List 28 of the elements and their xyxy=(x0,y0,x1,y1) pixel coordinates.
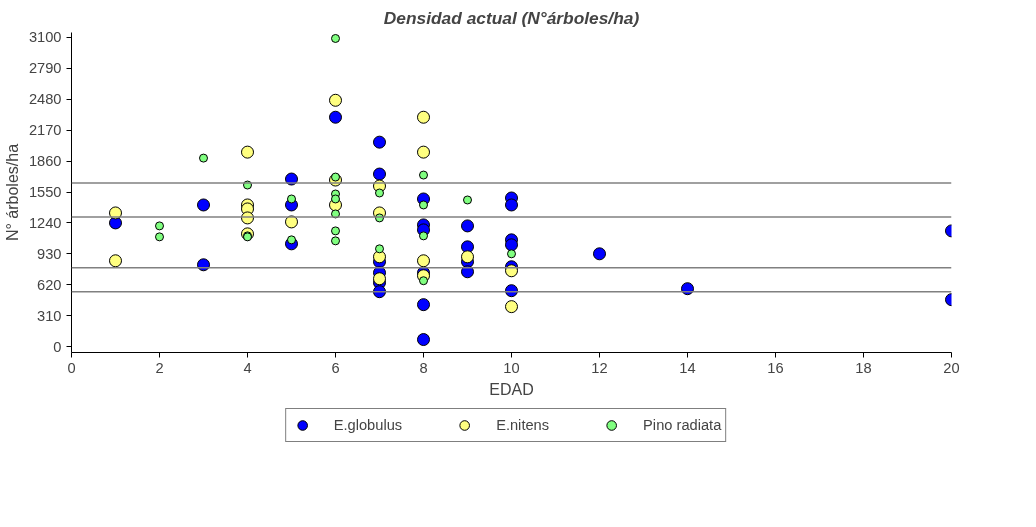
y-tick-label: 2170 xyxy=(28,122,62,139)
legend-label: E.nitens xyxy=(496,417,550,433)
x-tick-label: 18 xyxy=(855,359,872,376)
y-tick-label: 1860 xyxy=(28,153,62,170)
y-tick-label: 3100 xyxy=(28,29,62,46)
y-axis-title: N° árboles/ha xyxy=(3,143,21,242)
legend-label: Pino radiata xyxy=(643,417,722,433)
x-axis-title: EDAD xyxy=(489,380,534,398)
x-tick-label: 2 xyxy=(155,359,164,376)
x-tick-label: 0 xyxy=(67,359,76,376)
x-tick-label: 16 xyxy=(767,359,784,376)
x-tick-label: 20 xyxy=(943,359,960,376)
chart-title: Densidad actual (N°árboles/ha) xyxy=(383,7,640,28)
y-tick-label: 0 xyxy=(53,338,62,355)
legend-label: E.globulus xyxy=(333,417,403,433)
x-tick-label: 8 xyxy=(419,359,428,376)
y-tick-label: 1550 xyxy=(28,184,62,200)
y-tick-label: 2790 xyxy=(28,60,62,77)
x-tick-label: 14 xyxy=(679,359,696,376)
y-tick-label: 310 xyxy=(37,307,62,324)
x-tick-label: 12 xyxy=(591,359,608,376)
y-tick-label: 930 xyxy=(37,245,62,262)
x-tick-label: 6 xyxy=(331,359,340,376)
y-tick-label: 620 xyxy=(37,276,62,293)
y-tick-label: 1240 xyxy=(28,214,62,231)
x-tick-label: 4 xyxy=(243,359,252,376)
x-tick-label: 10 xyxy=(503,359,520,376)
y-tick-label: 2480 xyxy=(28,91,62,108)
